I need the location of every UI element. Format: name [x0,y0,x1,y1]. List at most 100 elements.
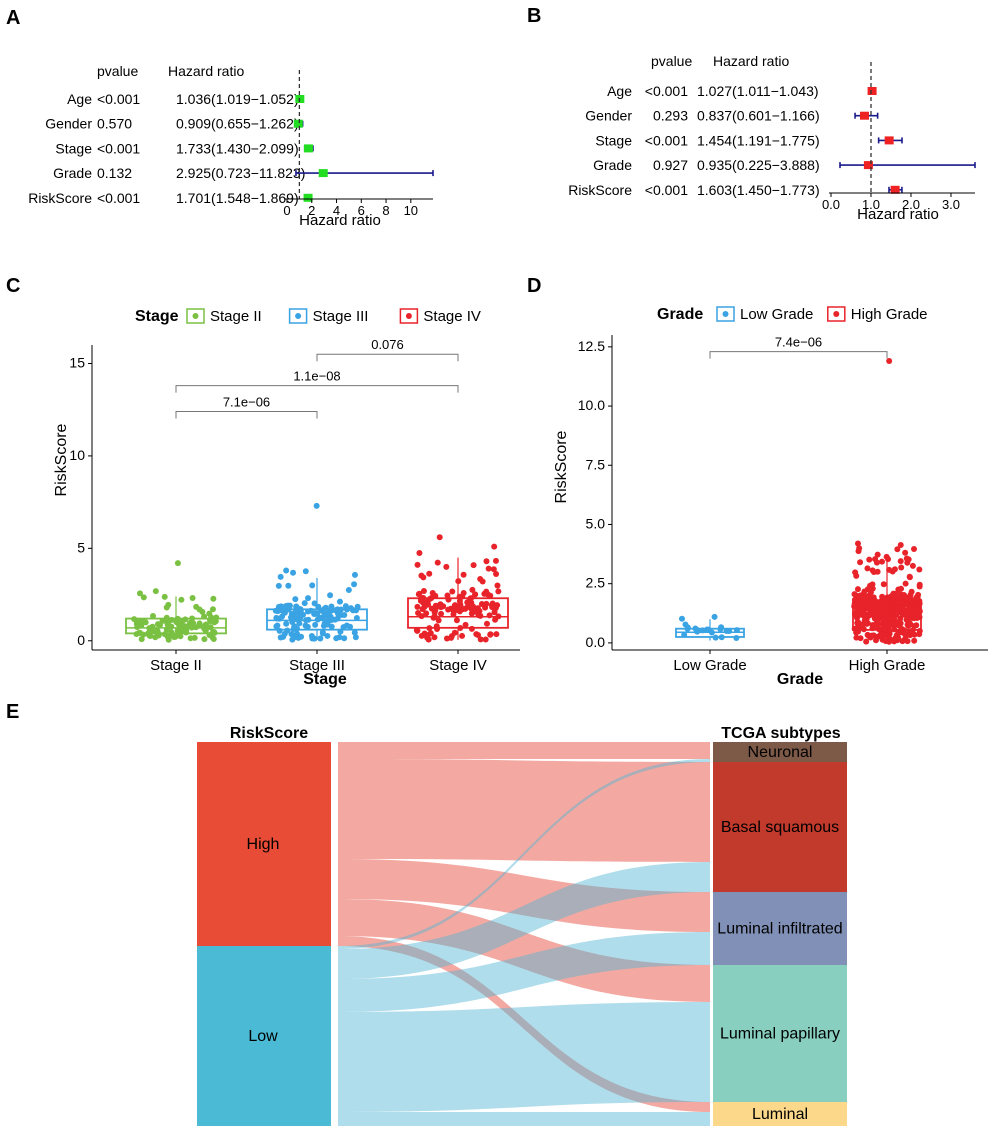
data-point [352,634,359,641]
data-point [470,562,477,569]
data-point [426,570,433,577]
data-point [861,617,868,624]
data-point [414,561,421,568]
legend-swatch [399,308,419,324]
right-node [713,892,847,965]
data-point [483,620,490,627]
y-tick-label: 15 [69,354,85,370]
hazard-ratio-marker [890,185,900,194]
row-pvalue: 0.570 [97,116,132,132]
data-point [864,565,871,572]
x-tick-label: Stage II [150,657,202,674]
data-point [733,634,740,641]
data-point [465,598,472,605]
data-point [460,571,467,578]
data-point [341,635,348,642]
data-point [477,612,484,619]
row-hazard-ratio: 1.027(1.011−1.043) [697,83,819,99]
data-point [886,566,893,573]
data-point [207,618,214,625]
data-point [449,588,456,595]
box [266,608,368,631]
comparison-bracket [175,411,318,419]
data-point [893,590,900,597]
data-point [448,634,455,641]
data-point [485,565,492,572]
row-label: Gender [585,108,632,124]
data-point [210,636,217,643]
y-tick-label: 5 [77,539,85,555]
data-point [302,622,309,629]
data-point [206,610,213,617]
data-point [893,632,900,639]
right-title: TCGA subtypes [721,725,841,742]
data-point [328,623,335,630]
row-hazard-ratio: 1.454(1.191−1.775) [697,132,820,148]
x-tick-label: 2.0 [902,197,920,212]
data-point [302,568,309,575]
data-point [324,632,331,639]
data-point [415,591,422,598]
data-point [897,558,904,565]
legend-swatch-dot [192,313,199,319]
row-hazard-ratio: 0.837(0.601−1.166) [697,108,820,124]
data-point [312,621,319,628]
x-axis-title: Stage [303,671,347,688]
data-point [189,594,196,601]
data-point [451,629,458,636]
data-point [314,616,321,623]
data-point [351,581,358,588]
data-point [856,545,863,552]
data-point-max [436,534,443,541]
panel-label-a: A [6,7,20,29]
x-tick-label: 3.0 [942,197,960,212]
data-point [277,634,284,641]
x-tick-label: 2 [308,203,315,218]
data-point [301,600,308,607]
data-point [876,621,883,628]
x-tick-label: 0.0 [822,197,840,212]
row-hazard-ratio: 0.935(0.225−3.888) [697,157,820,173]
data-point [209,606,216,613]
row-label: Age [67,91,92,107]
comparison-pvalue: 7.1e−06 [223,395,270,410]
x-tick-label: 4 [333,203,340,218]
data-point [871,624,878,631]
data-point [908,588,915,595]
data-point [283,567,290,574]
row-hazard-ratio: 1.733(1.430−2.099) [176,140,299,156]
hazard-ratio-header: Hazard ratio [713,53,789,69]
data-point [892,609,899,616]
data-point [853,629,860,636]
data-point [462,621,469,628]
flow-band [338,1112,710,1126]
row-pvalue: 0.293 [653,108,688,124]
data-point [443,563,450,570]
right-node [713,1102,847,1126]
flow-band [338,1002,710,1112]
panel-label-e: E [6,701,19,723]
legend-label: High Grade [851,306,928,323]
data-point [423,610,430,617]
row-label: RiskScore [568,182,632,198]
pvalue-header: pvalue [651,53,692,69]
row-hazard-ratio: 1.701(1.548−1.869) [176,190,299,206]
row-hazard-ratio: 0.909(0.655−1.262) [176,116,299,132]
data-point [894,546,901,553]
data-point [456,598,463,605]
x-axis-title: Hazard ratio [857,206,939,223]
legend-label: Stage II [210,308,262,325]
data-point [174,627,181,634]
legend-swatch-dot [295,313,302,319]
data-point [857,559,864,566]
flow-band [338,759,710,862]
data-point [490,566,497,573]
data-point [416,549,423,556]
data-point [445,606,452,613]
data-point [916,628,923,635]
data-point [336,598,343,605]
data-point [854,540,861,547]
data-point [855,619,862,626]
data-point [878,558,885,565]
data-point [902,596,909,603]
